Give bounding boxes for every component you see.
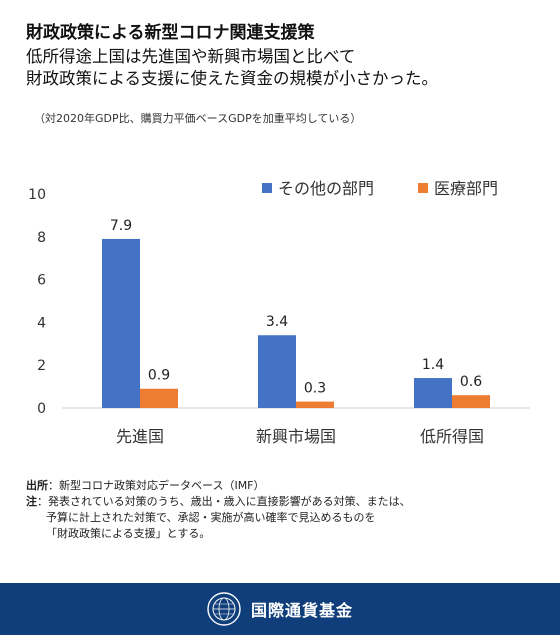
x-tick-label: 低所得国	[420, 427, 484, 446]
bar-health-0	[140, 388, 178, 408]
data-label: 3.4	[266, 314, 288, 330]
chart-note: （対2020年GDP比、購買力平価ベースGDPを加重平均している）	[34, 112, 362, 125]
legend-label: 医療部門	[434, 179, 498, 198]
y-tick-label: 0	[37, 401, 46, 417]
bar-chart: 0 2 4 6 8 10 7.9 0.9 先進国 3.4 0.3 新興市場国 1.4 0.6 低所得国 その他…	[28, 179, 530, 446]
data-label: 0.6	[460, 374, 482, 390]
legend-swatch	[262, 183, 272, 193]
x-tick-label: 新興市場国	[256, 427, 336, 446]
note-line-2: 予算に計上された対策で、承認・実施が高い確率で見込めるものを	[46, 511, 376, 524]
x-tick-label: 先進国	[116, 427, 164, 446]
legend-label: その他の部門	[278, 179, 374, 198]
note-head: 注	[26, 495, 37, 508]
y-tick-label: 2	[37, 358, 46, 374]
note-line-1: ：発表されている対策のうち、歳出・歳入に直接影響がある対策、または、	[37, 495, 411, 508]
footer-bar: 国際通貨基金	[0, 583, 560, 635]
bar-other-1	[258, 335, 296, 408]
data-label: 0.9	[148, 368, 170, 384]
bar-health-2	[452, 395, 490, 408]
source-head: 出所	[26, 479, 48, 492]
bar-other-2	[414, 378, 452, 408]
org-name: 国際通貨基金	[250, 601, 353, 620]
page-title: 財政政策による新型コロナ関連支援策	[26, 23, 315, 43]
y-tick-label: 10	[28, 187, 46, 203]
y-tick-label: 8	[37, 230, 46, 246]
page-subtitle: 低所得途上国は先進国や新興市場国と比べて 財政政策による支援に使えた資金の規模が…	[26, 46, 546, 90]
source-text: ：新型コロナ政策対応データベース（IMF）	[48, 479, 265, 492]
bar-other-0	[102, 238, 140, 408]
subtitle-line-2: 財政政策による支援に使えた資金の規模が小さかった。	[26, 69, 439, 88]
note-row: 注 ：発表されている対策のうち、歳出・歳入に直接影響がある対策、または、 予算に…	[26, 494, 546, 542]
imf-seal-icon	[207, 592, 241, 626]
note-line-3: 「財政政策による支援」とする。	[46, 527, 211, 540]
data-label: 1.4	[422, 357, 444, 373]
subtitle-line-1: 低所得途上国は先進国や新興市場国と比べて	[26, 47, 356, 66]
y-tick-label: 6	[37, 273, 46, 289]
footnotes: 出所 ：新型コロナ政策対応データベース（IMF） 注 ：発表されている対策のうち…	[26, 478, 546, 542]
legend-swatch	[418, 183, 428, 193]
y-tick-label: 4	[37, 315, 46, 331]
data-label: 7.9	[110, 218, 132, 234]
bar-health-1	[296, 401, 334, 408]
data-label: 0.3	[304, 381, 326, 397]
source-row: 出所 ：新型コロナ政策対応データベース（IMF）	[26, 478, 546, 494]
